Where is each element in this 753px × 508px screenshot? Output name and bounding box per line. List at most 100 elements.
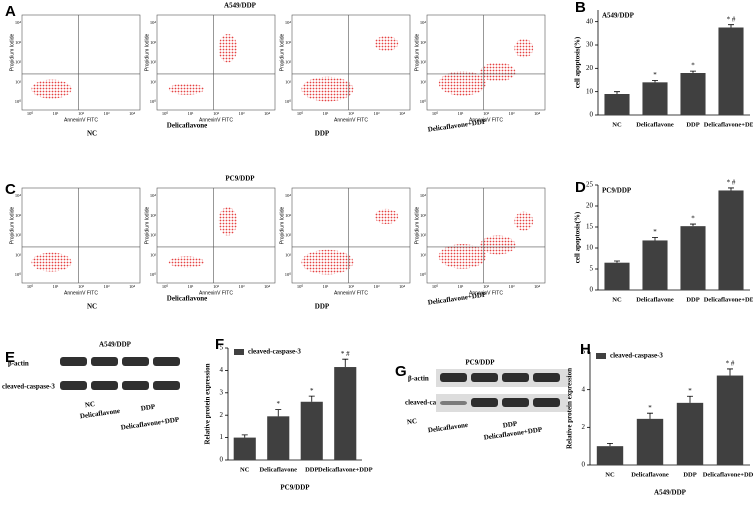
blot-band [502,373,529,382]
error-bar [652,237,658,241]
flow-y-tick: 10¹ [15,252,22,257]
flow-y-tick: 10³ [285,40,292,45]
flow-y-tick: 10² [15,60,22,65]
flow-x-tick: 10⁰ [297,111,304,116]
cell-cluster [218,34,238,63]
flow-y-tick: 10² [285,60,292,65]
flow-y-label: Propidium Iodide [279,207,285,245]
error-bar [607,442,613,447]
flow-y-tick: 10² [420,60,427,65]
y-tick-label: 25 [586,181,594,189]
legend-label: cleaved-caspase-3 [248,348,301,356]
x-tick-label: Delicaflavone+DDP [703,471,753,478]
flow-x-tick: 10⁴ [129,111,136,116]
chart-title: PC9/DDP [602,187,632,195]
flow-x-tick: 10³ [509,111,516,116]
y-tick-label: 5 [590,265,594,273]
flow-x-tick: 10⁴ [534,284,541,289]
flow-x-tick: 10⁰ [27,111,34,116]
significance: * # [727,15,736,23]
blot-band [91,381,118,390]
bar [718,27,744,115]
flow-y-label: Propidium Iodide [144,34,150,72]
y-tick-label: 4 [220,366,224,374]
bar [636,418,664,465]
legend-swatch [234,349,244,355]
flow-y-tick: 10⁰ [420,272,427,277]
y-axis-label: Relative protein expression [204,363,212,444]
flow-y-tick: 10³ [150,213,157,218]
y-tick-label: 0 [590,286,594,294]
flow-y-tick: 10⁴ [420,193,427,198]
error-bar [308,395,315,402]
y-tick-label: 15 [586,223,594,231]
cell-cluster [31,252,72,272]
flow-plot [426,14,546,111]
legend-label: cleaved-caspase-3 [610,352,663,360]
flow-y-tick: 10¹ [15,79,22,84]
flow-y-tick: 10² [420,233,427,238]
flow-y-tick: 10² [150,60,157,65]
flow-x-tick: 10⁰ [27,284,34,289]
flow-y-tick: 10⁴ [285,20,292,25]
flow-y-tick: 10¹ [285,79,292,84]
x-tick-label: NC [605,471,615,478]
blot-band [502,398,529,407]
lane-label: Delicaflavone [427,421,468,435]
flow-y-tick: 10² [15,233,22,238]
blot-band [60,381,87,390]
significance: * # [341,350,350,358]
flow-x-tick: 10⁴ [399,284,406,289]
bar [267,416,290,460]
y-tick-label: 2 [582,423,586,431]
y-tick-label: 0 [582,461,586,469]
y-tick-label: 20 [586,64,594,72]
flow-y-tick: 10³ [420,40,427,45]
flow-x-tick: 10² [483,111,490,116]
blot-band [471,398,498,407]
flow-x-tick: 10³ [239,284,246,289]
error-bar [647,412,653,419]
cell-cluster [168,83,205,95]
lane-label: Delicaflavone+DDP [120,415,180,431]
cell-cluster [218,207,238,236]
lane-label: NC [406,417,417,426]
flow-x-tick: 10³ [104,111,111,116]
bar [596,446,624,465]
error-bar [614,260,620,263]
flow-y-label: Propidium Iodide [9,207,15,245]
flow-plot [156,187,276,284]
flow-plot [291,14,411,111]
x-tick-label: Delicaflavone [259,466,297,473]
flow-x-label: AnnexinV FITC [64,290,98,296]
flow-x-tick: 10² [78,284,85,289]
error-bar [342,358,349,368]
flow-y-tick: 10² [285,233,292,238]
chart-title: A549/DDP [602,12,635,20]
flow-plot [291,187,411,284]
bar [233,437,256,460]
row-title: A549/DDP [224,2,257,10]
y-tick-label: 0 [220,456,224,464]
panel-label: B [575,0,586,16]
panel-label: E [5,349,15,366]
flow-x-tick: 10¹ [323,284,330,289]
x-tick-label: Delicaflavone [636,121,674,128]
flow-y-tick: 10⁰ [15,99,22,104]
blot-row-label: cleaved-caspase-3 [2,383,55,391]
panel-label: D [575,179,586,196]
flow-y-tick: 10⁰ [150,99,157,104]
x-tick-label: Delicaflavone [636,296,674,303]
flow-y-tick: 10¹ [150,252,157,257]
bar [676,402,704,465]
cell-cluster [374,208,399,225]
flow-x-tick: 10² [213,284,220,289]
lane-label: DDP [140,403,156,413]
flow-y-tick: 10⁴ [285,193,292,198]
flow-y-tick: 10¹ [285,252,292,257]
bar [604,262,630,290]
blot-row-label: β-actin [8,360,29,368]
lane-label: DDP [502,420,518,430]
significance: * [691,215,695,223]
y-tick-label: 0 [590,111,594,119]
